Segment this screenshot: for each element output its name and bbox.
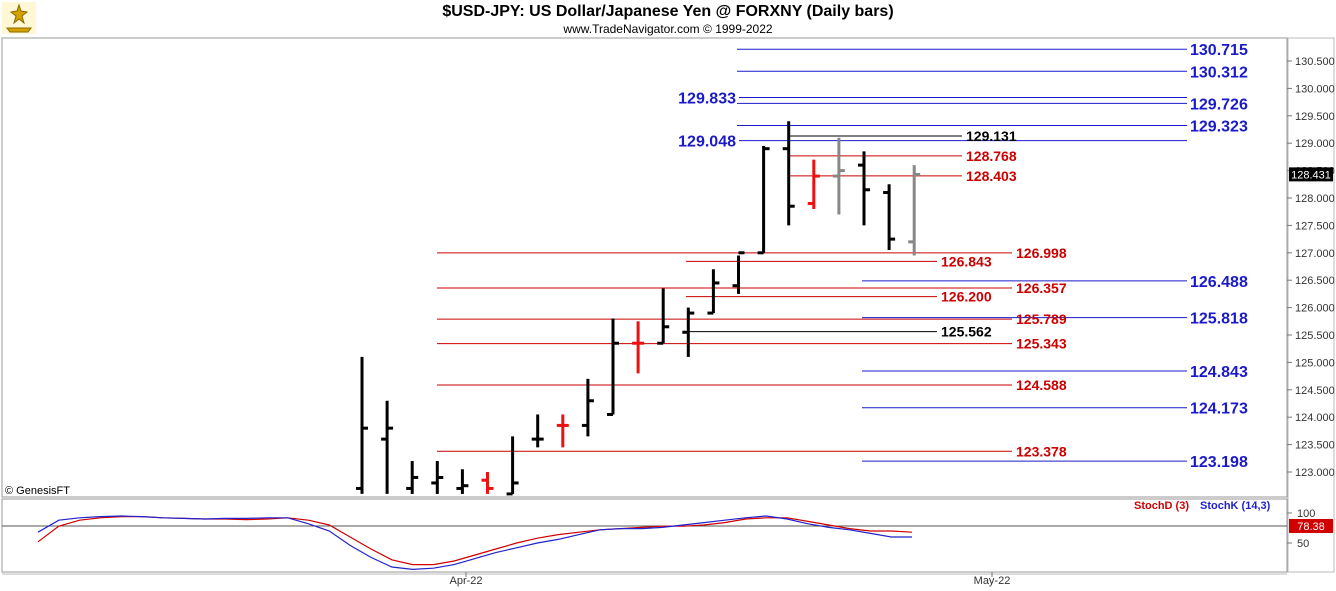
blue-fib-level-label: 125.818 <box>1190 311 1248 328</box>
blue-fib-level-label: 129.726 <box>1190 96 1248 113</box>
y-tick-label: 124.500 <box>1295 385 1335 397</box>
stoch-y-tick-label: 50 <box>1297 538 1309 550</box>
black-level-label: 125.562 <box>941 324 992 340</box>
y-tick-label: 125.500 <box>1295 330 1335 342</box>
y-tick-label: 124.000 <box>1295 412 1335 424</box>
stoch-last-label: 78.38 <box>1297 521 1325 533</box>
y-tick-label: 123.500 <box>1295 440 1335 452</box>
y-tick-label: 128.000 <box>1295 193 1335 205</box>
y-tick-label: 126.500 <box>1295 275 1335 287</box>
ohlc-bar <box>531 414 544 448</box>
red-level-label: 128.768 <box>966 148 1017 164</box>
ohlc-bar <box>883 184 896 251</box>
red-fib-level-label: 125.789 <box>1016 311 1067 327</box>
blue-fib-level-label: 124.173 <box>1190 401 1248 418</box>
last-price-tag <box>1289 167 1333 182</box>
ohlc-bar <box>682 307 695 357</box>
ohlc-bar <box>506 436 519 496</box>
ohlc-bar <box>481 472 494 494</box>
chart-subtitle: www.TradeNavigator.com © 1999-2022 <box>563 22 773 36</box>
y-tick-label: 125.000 <box>1295 357 1335 369</box>
red-level-label: 128.403 <box>966 168 1017 184</box>
blue-fib-level-label: 130.715 <box>1190 42 1248 59</box>
x-tick-label: Apr-22 <box>449 575 482 587</box>
red-fib-level-label: 125.343 <box>1016 336 1067 352</box>
blue-fib-level-label: 126.488 <box>1190 274 1248 291</box>
ohlc-bar <box>707 269 720 315</box>
y-tick-label: 127.500 <box>1295 220 1335 232</box>
ohlc-bar <box>908 165 921 256</box>
y-tick-label: 129.000 <box>1295 138 1335 150</box>
blue-fib-level-label: 123.198 <box>1190 454 1248 471</box>
copyright-watermark: © GenesisFT <box>5 485 70 497</box>
blue-fib-level-label: 130.312 <box>1190 64 1248 81</box>
genesis-gold-logo-icon <box>2 2 36 39</box>
red-fib-level-label: 126.357 <box>1016 280 1067 296</box>
ohlc-bar <box>406 461 419 494</box>
black-level-label: 129.131 <box>966 128 1017 144</box>
red-fib-level-label: 124.588 <box>1016 377 1067 393</box>
ohlc-bar <box>431 461 444 494</box>
chart-title: $USD-JPY: US Dollar/Japanese Yen @ FORXN… <box>442 3 894 20</box>
ohlc-bar <box>858 151 870 226</box>
blue-fib-level-label: 124.843 <box>1190 364 1248 381</box>
stoch-last-tag <box>1289 518 1333 533</box>
red-fib-level-label: 123.378 <box>1016 443 1067 459</box>
ohlc-bars <box>356 121 921 496</box>
stoch-y-tick-label: 100 <box>1297 508 1315 520</box>
price-axis-panel <box>1287 37 1335 573</box>
ohlc-bar <box>732 251 745 294</box>
price-panel <box>1 37 1288 498</box>
y-tick-label: 130.500 <box>1295 56 1335 68</box>
stochK-line <box>37 515 912 571</box>
y-tick-label: 123.000 <box>1295 467 1335 479</box>
y-tick-label: 126.000 <box>1295 303 1335 315</box>
ohlc-bar <box>832 137 845 215</box>
blue-fib-level-label: 129.833 <box>678 91 736 108</box>
stochD-legend-label: StochD (3) <box>1134 500 1189 512</box>
blue-fib-level-label: 129.323 <box>1190 118 1248 135</box>
x-tick-label: May-22 <box>974 575 1011 587</box>
ohlc-bar <box>581 378 594 437</box>
red-level-label: 126.200 <box>941 289 992 305</box>
y-tick-label: 129.500 <box>1295 111 1335 123</box>
y-tick-label: 127.000 <box>1295 248 1335 260</box>
last-price-label: 128.431 <box>1291 169 1331 181</box>
ohlc-bar <box>782 121 795 226</box>
ohlc-bar <box>381 400 394 494</box>
red-level-label: 126.843 <box>941 253 992 269</box>
ohlc-bar <box>356 356 368 494</box>
ohlc-bar <box>556 414 569 448</box>
ohlc-bar <box>632 321 645 374</box>
ohlc-bar <box>456 469 469 494</box>
ohlc-bar <box>607 318 619 416</box>
stochK-legend-label: StochK (14,3) <box>1200 500 1271 512</box>
y-tick-label: 130.000 <box>1295 83 1335 95</box>
red-fib-level-label: 126.998 <box>1016 245 1067 261</box>
ohlc-bar <box>657 288 670 345</box>
ohlc-bar <box>757 145 770 255</box>
ohlc-bar <box>807 159 820 209</box>
stochastic-panel <box>1 498 1288 573</box>
blue-fib-level-label: 129.048 <box>678 134 736 151</box>
